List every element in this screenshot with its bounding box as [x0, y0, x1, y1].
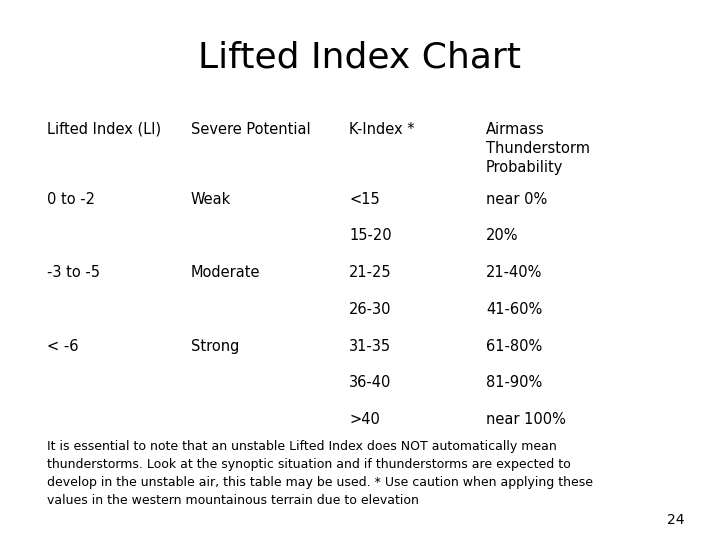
- Text: near 0%: near 0%: [486, 192, 547, 207]
- Text: 15-20: 15-20: [349, 228, 392, 244]
- Text: 21-25: 21-25: [349, 265, 392, 280]
- Text: 26-30: 26-30: [349, 302, 392, 317]
- Text: 31-35: 31-35: [349, 339, 392, 354]
- Text: Airmass
Thunderstorm
Probability: Airmass Thunderstorm Probability: [486, 122, 590, 175]
- Text: Weak: Weak: [191, 192, 231, 207]
- Text: Strong: Strong: [191, 339, 239, 354]
- Text: 81-90%: 81-90%: [486, 375, 542, 390]
- Text: 36-40: 36-40: [349, 375, 392, 390]
- Text: -3 to -5: -3 to -5: [47, 265, 100, 280]
- Text: near 100%: near 100%: [486, 412, 566, 427]
- Text: <15: <15: [349, 192, 380, 207]
- Text: < -6: < -6: [47, 339, 78, 354]
- Text: Severe Potential: Severe Potential: [191, 122, 310, 137]
- Text: Moderate: Moderate: [191, 265, 261, 280]
- Text: 0 to -2: 0 to -2: [47, 192, 95, 207]
- Text: 24: 24: [667, 512, 684, 526]
- Text: 20%: 20%: [486, 228, 518, 244]
- Text: Lifted Index Chart: Lifted Index Chart: [199, 40, 521, 75]
- Text: 41-60%: 41-60%: [486, 302, 542, 317]
- Text: >40: >40: [349, 412, 380, 427]
- Text: K-Index *: K-Index *: [349, 122, 415, 137]
- Text: Lifted Index (LI): Lifted Index (LI): [47, 122, 161, 137]
- Text: It is essential to note that an unstable Lifted Index does NOT automatically mea: It is essential to note that an unstable…: [47, 440, 593, 507]
- Text: 61-80%: 61-80%: [486, 339, 542, 354]
- Text: 21-40%: 21-40%: [486, 265, 542, 280]
